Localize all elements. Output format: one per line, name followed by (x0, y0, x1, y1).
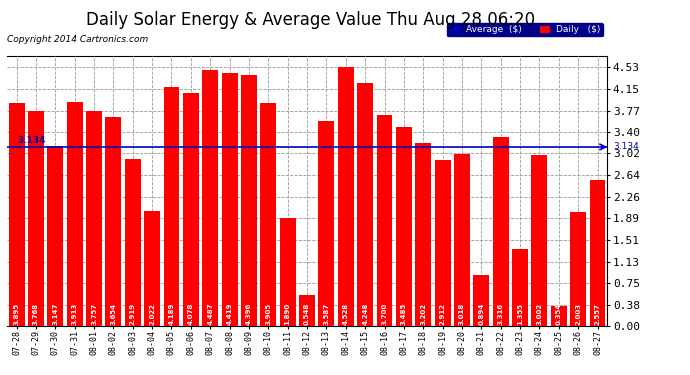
Text: 4.078: 4.078 (188, 303, 194, 325)
Text: Copyright 2014 Cartronics.com: Copyright 2014 Cartronics.com (7, 34, 148, 44)
Text: 1.355: 1.355 (517, 303, 523, 325)
Legend: Average  ($), Daily   ($): Average ($), Daily ($) (448, 23, 602, 36)
Text: 3.018: 3.018 (459, 303, 465, 325)
Text: 3.147: 3.147 (52, 303, 59, 325)
Bar (144, 211, 160, 326)
Bar (473, 275, 489, 326)
Text: 3.134: 3.134 (17, 136, 46, 145)
Text: 0.548: 0.548 (304, 303, 310, 325)
Text: 2.912: 2.912 (440, 303, 446, 325)
Text: 2.557: 2.557 (595, 303, 600, 325)
Text: 3.768: 3.768 (33, 303, 39, 325)
Bar (396, 127, 412, 326)
Text: 3.895: 3.895 (14, 303, 19, 325)
Text: 4.487: 4.487 (207, 303, 213, 325)
Text: 3.757: 3.757 (91, 303, 97, 325)
Bar (106, 117, 121, 326)
Bar (164, 87, 179, 326)
Bar (435, 160, 451, 326)
Text: 4.419: 4.419 (226, 303, 233, 325)
Text: 3.485: 3.485 (401, 303, 407, 325)
Text: 3.202: 3.202 (420, 303, 426, 325)
Bar (299, 295, 315, 326)
Text: 1.890: 1.890 (285, 303, 290, 325)
Bar (67, 102, 83, 326)
Text: 3.002: 3.002 (536, 303, 542, 325)
Text: 4.248: 4.248 (362, 303, 368, 325)
Bar (570, 211, 586, 326)
Bar (338, 67, 354, 326)
Text: 4.189: 4.189 (168, 303, 175, 325)
Bar (493, 136, 509, 326)
Text: 3.905: 3.905 (266, 303, 271, 325)
Bar (279, 218, 295, 326)
Text: 0.894: 0.894 (478, 303, 484, 325)
Text: 0.354: 0.354 (555, 303, 562, 325)
Bar (48, 146, 63, 326)
Text: 3.316: 3.316 (497, 303, 504, 325)
Bar (221, 74, 237, 326)
Bar (86, 111, 102, 326)
Bar (260, 103, 276, 326)
Text: 2.919: 2.919 (130, 303, 136, 325)
Bar (202, 70, 218, 326)
Text: 3.654: 3.654 (110, 303, 117, 325)
Bar (512, 249, 528, 326)
Bar (241, 75, 257, 326)
Text: 4.396: 4.396 (246, 303, 252, 325)
Bar (377, 115, 393, 326)
Bar (28, 111, 44, 326)
Bar (454, 154, 470, 326)
Text: 3.587: 3.587 (324, 303, 329, 325)
Bar (531, 154, 547, 326)
Bar (9, 104, 25, 326)
Text: 2.022: 2.022 (149, 303, 155, 325)
Bar (357, 83, 373, 326)
Bar (551, 306, 566, 326)
Bar (589, 180, 605, 326)
Bar (183, 93, 199, 326)
Bar (415, 143, 431, 326)
Text: 2.003: 2.003 (575, 303, 581, 325)
Text: 3.134: 3.134 (613, 142, 639, 152)
Bar (319, 121, 335, 326)
Text: 3.913: 3.913 (72, 303, 78, 325)
Text: 3.700: 3.700 (382, 303, 388, 325)
Text: Daily Solar Energy & Average Value Thu Aug 28 06:20: Daily Solar Energy & Average Value Thu A… (86, 11, 535, 29)
Bar (125, 159, 141, 326)
Text: 4.528: 4.528 (343, 303, 348, 325)
